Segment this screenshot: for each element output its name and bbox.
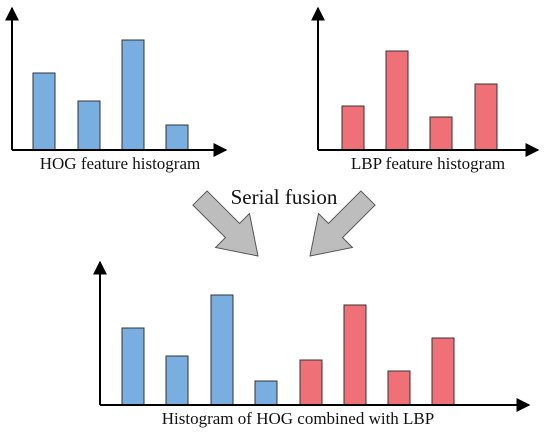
bar (341, 105, 365, 151)
bar (431, 337, 455, 406)
bar (254, 380, 278, 406)
label: LBP feature histogram (351, 154, 505, 173)
bar (299, 359, 323, 406)
bar (77, 100, 101, 151)
bar (121, 39, 145, 151)
label: Histogram of HOG combined with LBP (162, 409, 434, 428)
arrow (192, 190, 259, 257)
bar (474, 83, 498, 151)
fusion-label: Serial fusion (231, 185, 338, 209)
arrow (309, 190, 376, 257)
bar (387, 370, 411, 406)
bar (210, 294, 234, 406)
bar (32, 72, 56, 151)
bar (429, 116, 453, 151)
bar (385, 50, 409, 151)
label: HOG feature histogram (40, 154, 201, 173)
bar (165, 124, 189, 151)
hog-histogram: HOG feature histogram (4, 6, 228, 173)
lbp-histogram: LBP feature histogram (311, 6, 540, 173)
bar (343, 304, 367, 406)
bar (121, 327, 145, 406)
combined-histogram: Histogram of HOG combined with LBP (93, 260, 531, 428)
bar (165, 355, 189, 406)
